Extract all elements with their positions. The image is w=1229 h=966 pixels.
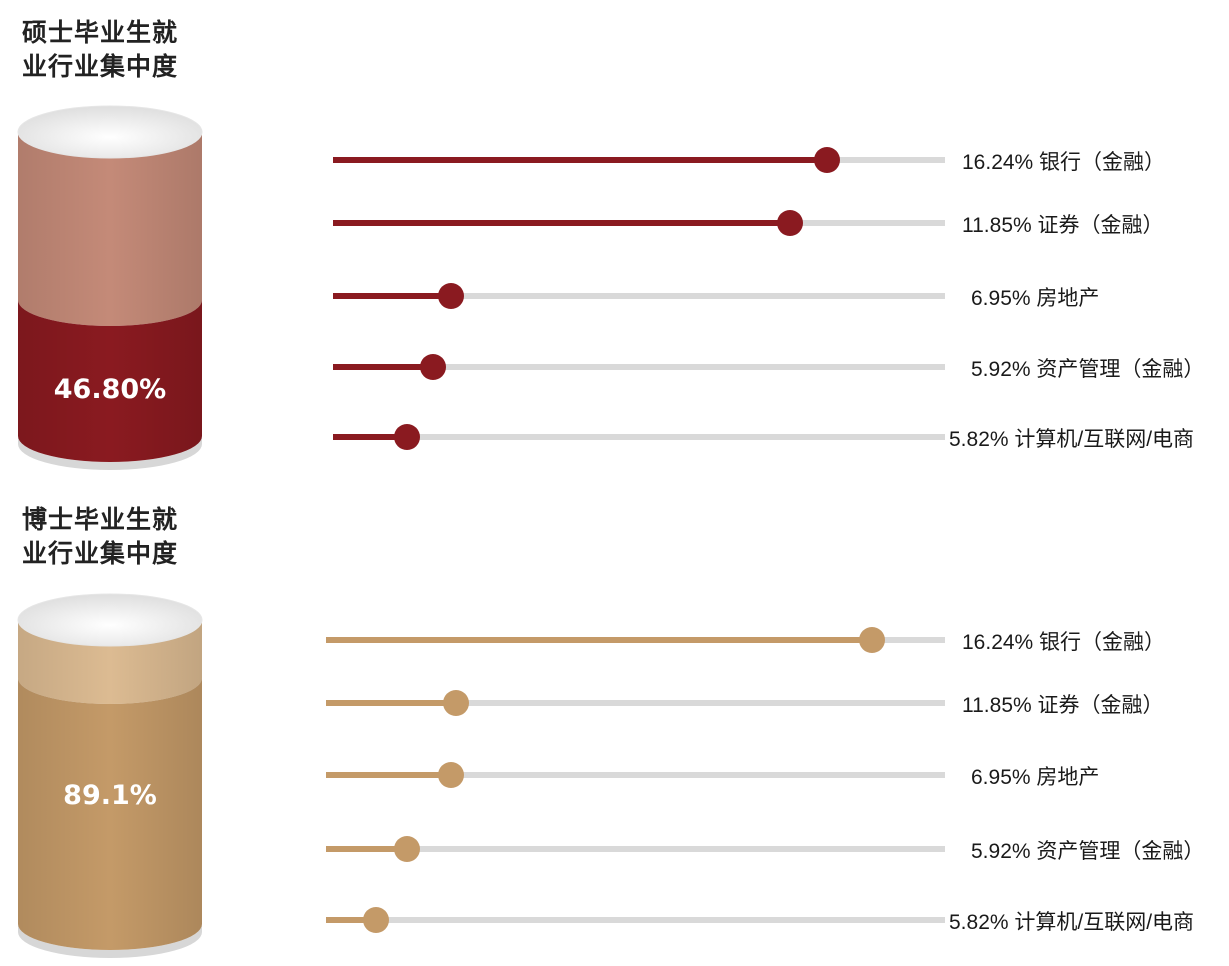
slider-label: 5.92% 资产管理（金融） xyxy=(971,358,1205,381)
cylinder-top xyxy=(17,105,203,159)
cylinder-base xyxy=(18,436,202,470)
master-panel-title: 硕士毕业生就 业行业集中度 xyxy=(22,18,179,81)
slider-point xyxy=(394,836,420,862)
slider-label: 11.85% 证券（金融） xyxy=(962,214,1164,237)
slider-point xyxy=(814,147,840,173)
slider-label: 5.92% 资产管理（金融） xyxy=(971,840,1205,863)
cylinder-base xyxy=(18,924,202,958)
doctor-panel-title: 博士毕业生就 业行业集中度 xyxy=(22,505,179,568)
master-concentration-cylinder: 46.80% xyxy=(17,105,203,470)
slider-label: 5.82% 计算机/互联网/电商 xyxy=(949,911,1195,934)
slider-point xyxy=(438,762,464,788)
doctor-concentration-cylinder: 89.1% xyxy=(17,593,203,958)
slider-point xyxy=(777,210,803,236)
slider-label: 16.24% 银行（金融） xyxy=(962,631,1166,654)
slider-point xyxy=(443,690,469,716)
concentration-value: 46.80% xyxy=(54,374,166,405)
slider-label: 6.95% 房地产 xyxy=(971,287,1100,310)
cylinder-top xyxy=(17,593,203,647)
cylinder-shading xyxy=(18,620,202,950)
slider-label: 11.85% 证券（金融） xyxy=(962,694,1164,717)
slider-point xyxy=(438,283,464,309)
slider-point xyxy=(859,627,885,653)
slider-point xyxy=(420,354,446,380)
cylinder-shading xyxy=(18,132,202,462)
slider-label: 6.95% 房地产 xyxy=(971,766,1100,789)
slider-point xyxy=(363,907,389,933)
slider-point xyxy=(394,424,420,450)
slider-label: 16.24% 银行（金融） xyxy=(962,151,1166,174)
concentration-value: 89.1% xyxy=(63,780,157,811)
slider-label: 5.82% 计算机/互联网/电商 xyxy=(949,428,1195,451)
